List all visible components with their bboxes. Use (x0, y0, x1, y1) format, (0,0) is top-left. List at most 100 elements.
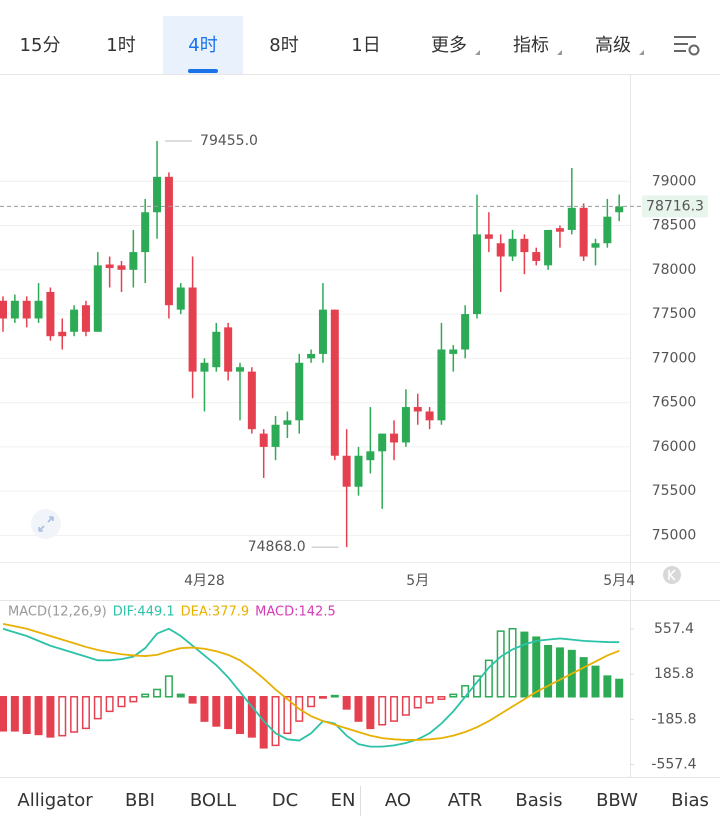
macd-bar (378, 696, 387, 726)
legend-item: MACD(12,26,9) (8, 605, 107, 620)
candle-body (105, 264, 114, 269)
candle-body (401, 407, 410, 443)
candle-body (437, 349, 446, 421)
candle-body (413, 407, 422, 412)
macd-bar (354, 696, 363, 722)
macd-bar (496, 630, 505, 698)
tab[interactable]: 4时 (163, 16, 243, 74)
candle-body (484, 234, 493, 239)
tab-label: 1时 (106, 35, 135, 56)
y-tick-label: 76500 (652, 395, 697, 411)
candle-body (271, 424, 280, 447)
macd-bar (247, 696, 256, 738)
tab[interactable]: 8时 (269, 35, 298, 56)
candle-body (46, 291, 55, 337)
y-tick-label: 78000 (652, 262, 697, 278)
candle-body (603, 216, 612, 244)
macd-bar (271, 696, 280, 747)
candle-body (307, 353, 316, 359)
tab[interactable]: 1日 (351, 35, 380, 56)
candle-body (70, 309, 79, 332)
macd-bar (366, 696, 375, 730)
macd-bar (342, 696, 351, 710)
x-tick-label: 4月28 (184, 573, 225, 589)
dropdown-caret (475, 50, 480, 55)
macd-bar (46, 696, 55, 738)
macd-bar (153, 688, 162, 698)
settings-icon[interactable] (674, 36, 700, 56)
macd-bar (555, 647, 564, 698)
icon-gear (688, 44, 700, 56)
candle-body (544, 229, 553, 266)
tab-label: 更多 (431, 35, 467, 56)
candle-body (10, 300, 19, 319)
indicator-tab[interactable]: BOLL (190, 790, 236, 811)
zoom-bg (31, 509, 61, 539)
indicator-tab[interactable]: BBW (596, 790, 638, 811)
candle-body (378, 433, 387, 452)
tab-label: 高级 (595, 35, 631, 56)
indicator-tab[interactable]: BBI (125, 790, 155, 811)
macd-bar (591, 665, 600, 698)
candle-body (212, 331, 221, 368)
candle-body (295, 362, 304, 421)
candle-body (247, 371, 256, 430)
tab[interactable]: 15分 (20, 35, 61, 56)
tab[interactable]: 1时 (106, 35, 135, 56)
macd-bar (437, 696, 446, 700)
macd-bar (390, 696, 399, 722)
macd-bar (141, 693, 150, 698)
macd-bar (10, 696, 19, 732)
last-price-label: 78716.3 (646, 198, 704, 214)
candle-body (366, 451, 375, 461)
y-tick-label: 77500 (652, 306, 697, 322)
candle-body (555, 228, 564, 232)
macd-bar (164, 675, 173, 698)
indicator-tab[interactable]: Bias (671, 790, 709, 811)
tab[interactable]: 指标 (513, 35, 562, 56)
indicator-tab[interactable]: Alligator (17, 790, 93, 811)
dropdown-caret (557, 50, 562, 55)
timeframe-tabs: 15分 1时 4时 8时 1日 更多 指标 高级 (20, 16, 644, 74)
y-tick-label: 76000 (652, 439, 697, 455)
candle-body (330, 309, 339, 456)
tab[interactable]: 更多 (431, 35, 480, 56)
indicator-tab[interactable]: AO (385, 790, 411, 811)
reset-button[interactable] (663, 566, 681, 584)
candle-body (259, 433, 268, 447)
candle-body (461, 314, 470, 350)
legend-item: DEA:377.9 (181, 605, 250, 620)
candle-body (567, 207, 576, 230)
legend-item: DIF:449.1 (113, 605, 175, 620)
candle-body (496, 243, 505, 257)
indicator-bar: Alligator BBI BOLL DC EN AO ATR Basis BBW Bias (17, 790, 709, 811)
macd-bar (176, 693, 185, 698)
candle-body (354, 455, 363, 487)
macd-bar (117, 696, 126, 708)
y-tick-label: 557.4 (654, 621, 694, 637)
tab-indicator (188, 69, 218, 73)
candle-body (22, 300, 31, 319)
x-tick-label: 5月4 (603, 573, 635, 589)
candle-body (532, 252, 541, 261)
macd-bar (508, 627, 517, 698)
macd-bar (224, 696, 233, 730)
candle-body (508, 238, 517, 257)
tab-label: 4时 (188, 35, 217, 56)
indicator-tab[interactable]: Basis (515, 790, 562, 811)
macd-bar (449, 693, 458, 698)
tab[interactable]: 高级 (595, 35, 644, 56)
candle-body (117, 265, 126, 270)
indicator-tab[interactable]: EN (331, 790, 356, 811)
indicator-tab[interactable]: DC (272, 790, 298, 811)
y-tick-label: 78500 (652, 218, 697, 234)
candle-body (153, 176, 162, 213)
tab-label: 15分 (20, 35, 61, 56)
x-tick-label: 5月 (406, 573, 429, 589)
macd-line (2, 622, 620, 741)
candle-body (129, 252, 138, 270)
indicator-tab[interactable]: ATR (448, 790, 482, 811)
candle-body (141, 212, 150, 253)
zoom-button[interactable] (31, 509, 61, 539)
